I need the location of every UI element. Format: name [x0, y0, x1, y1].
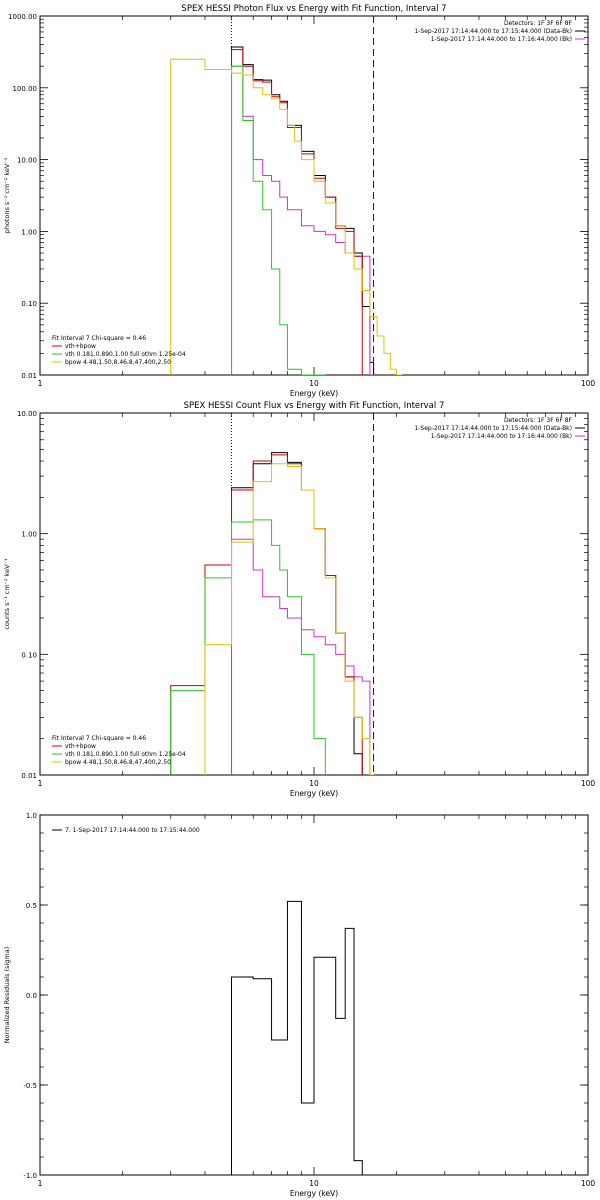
x-tick-label: 1 [38, 779, 43, 788]
y-axis-label: Normalized Residuals (sigma) [3, 947, 11, 1044]
x-axis-label: Energy (keV) [290, 389, 338, 398]
info-text: Detectors: 1F 3F 6F 8F [504, 417, 573, 424]
series-bpow [170, 58, 403, 375]
x-tick-label: 100 [581, 1179, 596, 1188]
y-tick-label: 1000.00 [8, 13, 37, 21]
fit-title: Fit Interval 7 Chi-square = 0.46 [52, 335, 146, 342]
chart-panel-2: SPEX HESSI Count Flux vs Energy with Fit… [3, 401, 595, 798]
y-tick-label: 0.01 [21, 372, 37, 380]
x-tick-label: 100 [581, 779, 596, 788]
fit-title: Fit Interval 7 Chi-square = 0.46 [52, 735, 146, 742]
y-tick-label: 0.10 [21, 651, 37, 659]
legend-label: vth 0.181,0.890,1.00 full othm 1.25e-04 [65, 351, 186, 358]
y-tick-label: 0.10 [21, 300, 37, 308]
x-tick-label: 1 [38, 379, 43, 388]
series-bk [231, 538, 374, 775]
info-text: Detectors: 1F 3F 6F 8F [504, 20, 573, 27]
x-axis-label: Energy (keV) [290, 1189, 338, 1198]
legend-label: bpow 4.48,1.50,8.46,8.47,400,2.50 [65, 759, 171, 766]
legend-label: bpow 4.48,1.50,8.46,8.47,400,2.50 [65, 359, 171, 366]
y-tick-label: 10.00 [17, 157, 37, 165]
y-tick-label: 100.00 [13, 85, 38, 93]
chart-panel-3: 1 10 100 Energy (keV) -1.0 -0.5 0.0 0.5 1.0 Norma… [3, 812, 595, 1198]
legend-label: vth+bpow [65, 743, 96, 750]
series-layer [231, 900, 374, 1175]
y-tick-label: 0.01 [21, 772, 37, 780]
series-bpow [204, 463, 374, 775]
info-text: 1-Sep-2017 17:14:44.000 to 17:16:44.000 … [431, 433, 572, 440]
legend-label: vth+bpow [65, 343, 96, 350]
chart-panel-1: SPEX HESSI Photon Flux vs Energy with Fi… [3, 4, 595, 398]
series-vth [231, 65, 326, 375]
y-tick-label: 0.5 [26, 902, 37, 910]
x-tick-label: 10 [309, 779, 319, 788]
series-residuals [231, 900, 374, 1175]
series-layer [170, 413, 375, 775]
chart-title: SPEX HESSI Photon Flux vs Energy with Fi… [181, 4, 446, 14]
series-vth [170, 519, 326, 775]
legend-label: vth 0.181,0.890,1.00 full othm 1.25e-04 [65, 751, 186, 758]
chart-title: SPEX HESSI Count Flux vs Energy with Fit… [184, 401, 445, 411]
y-tick-label: 1.0 [26, 812, 37, 820]
y-axis-label: counts s⁻¹ cm⁻² keV⁻¹ [3, 558, 11, 630]
y-tick-label: 10.00 [17, 410, 37, 418]
y-tick-label: -1.0 [23, 1172, 37, 1180]
y-tick-label: 0.0 [26, 992, 37, 1000]
info-text: 1-Sep-2017 17:14:44.000 to 17:15:44.000 … [414, 425, 572, 432]
x-tick-label: 100 [581, 379, 596, 388]
x-tick-label: 1 [38, 1179, 43, 1188]
info-text: 1-Sep-2017 17:14:44.000 to 17:15:44.000 … [414, 28, 572, 35]
info-text: 1-Sep-2017 17:14:44.000 to 17:16:44.000 … [431, 36, 572, 43]
legend-label: 7. 1-Sep-2017 17:14:44.000 to 17:15:44.0… [65, 827, 200, 834]
y-tick-label: 1.00 [21, 531, 37, 539]
x-tick-label: 10 [309, 1179, 319, 1188]
x-axis-label: Energy (keV) [290, 789, 338, 798]
y-axis-label: photons s⁻¹ cm⁻² keV⁻¹ [3, 157, 11, 233]
x-tick-label: 10 [309, 379, 319, 388]
series-layer [170, 16, 403, 375]
y-tick-label: -0.5 [23, 1082, 37, 1090]
y-tick-label: 1.00 [21, 228, 37, 236]
